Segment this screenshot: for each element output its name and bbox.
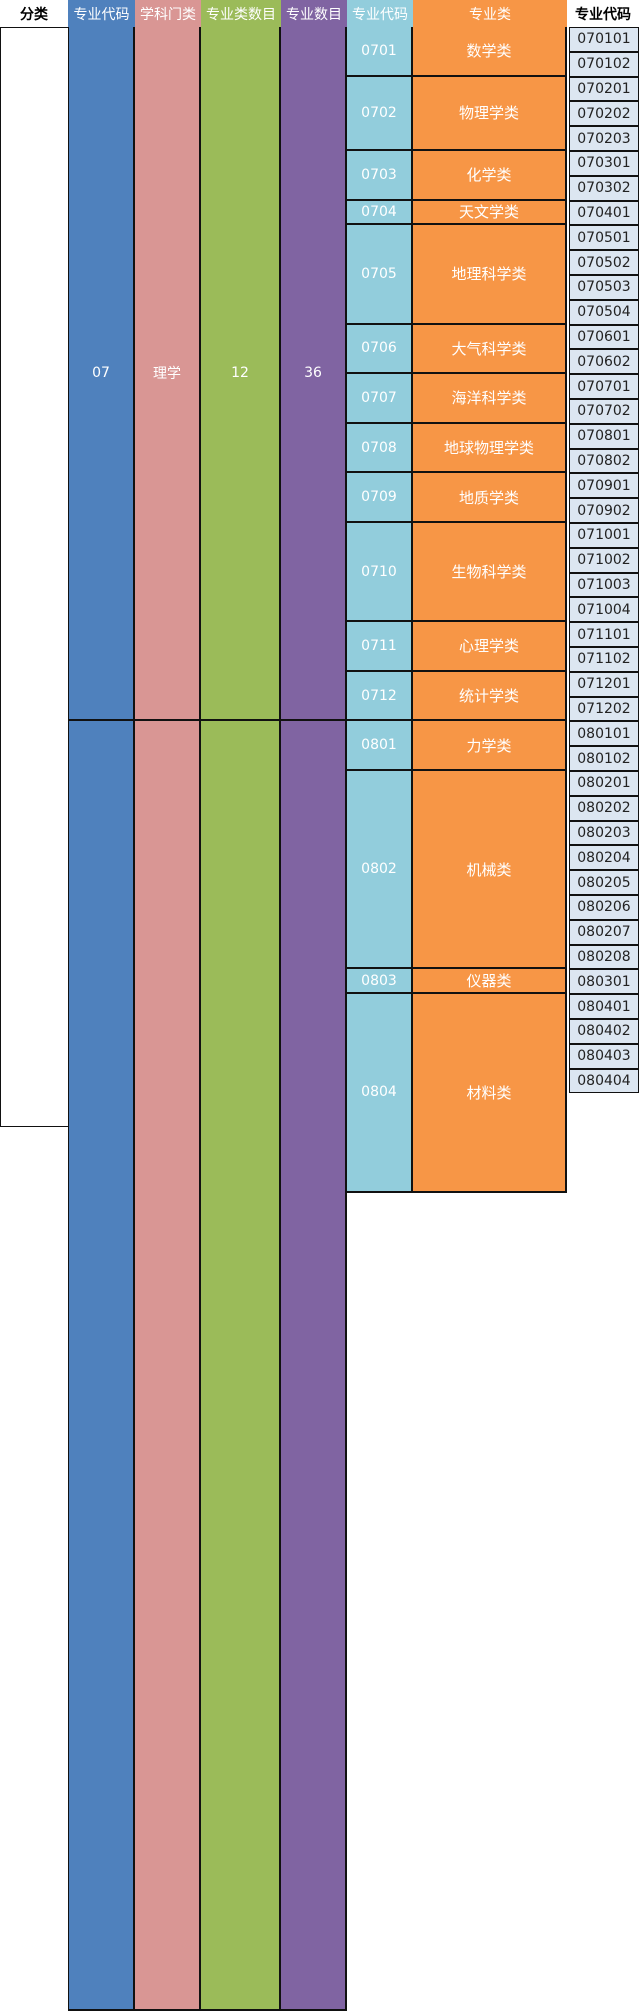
group-name: 数学类: [413, 27, 567, 77]
major-code: 070601: [569, 324, 639, 350]
group-name: 机械类: [413, 771, 567, 970]
group-code: 0706: [347, 324, 413, 375]
major-code: 070902: [569, 498, 639, 523]
group-name: 天文学类: [413, 200, 567, 226]
major-code: 071004: [569, 597, 639, 623]
major-code: 071003: [569, 572, 639, 598]
major-code: 070401: [569, 200, 639, 226]
major-code: 071102: [569, 647, 639, 672]
group-name: 仪器类: [413, 969, 567, 995]
major-code: 080101: [569, 721, 639, 747]
major-code: 071202: [569, 696, 639, 722]
discipline-major_count: [281, 721, 347, 2011]
category-column: [0, 27, 69, 1127]
group-code: 0707: [347, 374, 413, 424]
major-code: 080204: [569, 845, 639, 871]
major-code: 080403: [569, 1043, 639, 1069]
major-code: 080206: [569, 895, 639, 920]
major-code: 080201: [569, 771, 639, 796]
group-code: 0709: [347, 473, 413, 523]
major-code: 070503: [569, 275, 639, 300]
group-name: 生物科学类: [413, 523, 567, 623]
major-code: 080401: [569, 994, 639, 1019]
discipline-class_count: [201, 721, 281, 2011]
header-1: 专业代码: [68, 0, 135, 27]
group-code: 0704: [347, 200, 413, 226]
discipline-class_count: 12: [201, 27, 281, 722]
major-code: 070702: [569, 399, 639, 424]
group-name: 地理科学类: [413, 225, 567, 325]
header-4: 专业数目: [281, 0, 347, 27]
major-code: 080208: [569, 944, 639, 970]
group-code: 0712: [347, 671, 413, 722]
major-code: 070201: [569, 76, 639, 102]
major-code: 070203: [569, 126, 639, 151]
discipline-name: 理学: [135, 27, 201, 722]
group-code: 0801: [347, 721, 413, 771]
major-code: 070101: [569, 27, 639, 52]
discipline-name: [135, 721, 201, 2011]
group-code: 0803: [347, 969, 413, 995]
major-code: 070502: [569, 250, 639, 275]
discipline-code: 07: [68, 27, 135, 722]
major-code: 080402: [569, 1019, 639, 1044]
major-code: 070701: [569, 374, 639, 399]
major-code: 070501: [569, 225, 639, 251]
major-code: 070802: [569, 448, 639, 474]
major-code: 070901: [569, 473, 639, 499]
major-code: 070202: [569, 101, 639, 127]
group-code: 0711: [347, 622, 413, 672]
group-name: 地球物理学类: [413, 423, 567, 474]
header-3: 专业类数目: [201, 0, 281, 27]
group-code: 0804: [347, 994, 413, 1193]
major-code: 070301: [569, 151, 639, 176]
major-code: 080203: [569, 820, 639, 846]
group-name: 物理学类: [413, 76, 567, 151]
header-5: 专业代码: [347, 0, 413, 27]
group-code: 0802: [347, 771, 413, 970]
group-code: 0708: [347, 423, 413, 474]
major-code: 080102: [569, 746, 639, 771]
major-code: 071002: [569, 547, 639, 573]
group-code: 0710: [347, 523, 413, 623]
group-code: 0702: [347, 76, 413, 151]
group-name: 力学类: [413, 721, 567, 771]
discipline-code: [68, 721, 135, 2011]
discipline-major_count: 36: [281, 27, 347, 722]
major-code: 070504: [569, 299, 639, 325]
header-6: 专业类: [413, 0, 567, 27]
major-code: 080404: [569, 1068, 639, 1094]
group-name: 海洋科学类: [413, 374, 567, 424]
major-code: 071201: [569, 671, 639, 697]
major-code: 080205: [569, 870, 639, 895]
group-code: 0701: [347, 27, 413, 77]
major-code: 070801: [569, 423, 639, 449]
header-0: 分类: [20, 6, 48, 23]
group-name: 地质学类: [413, 473, 567, 523]
header-7: 专业代码: [575, 6, 631, 23]
major-code: 071001: [569, 523, 639, 548]
major-code: 080301: [569, 969, 639, 995]
header-2: 学科门类: [135, 0, 201, 27]
group-code: 0703: [347, 151, 413, 201]
group-name: 化学类: [413, 151, 567, 201]
major-code: 070302: [569, 175, 639, 201]
major-code: 070102: [569, 51, 639, 77]
major-code: 070602: [569, 349, 639, 375]
group-name: 材料类: [413, 994, 567, 1193]
major-code: 080207: [569, 919, 639, 945]
group-name: 大气科学类: [413, 324, 567, 375]
group-name: 心理学类: [413, 622, 567, 672]
group-name: 统计学类: [413, 671, 567, 722]
major-code: 080202: [569, 795, 639, 821]
major-code: 071101: [569, 622, 639, 647]
group-code: 0705: [347, 225, 413, 325]
